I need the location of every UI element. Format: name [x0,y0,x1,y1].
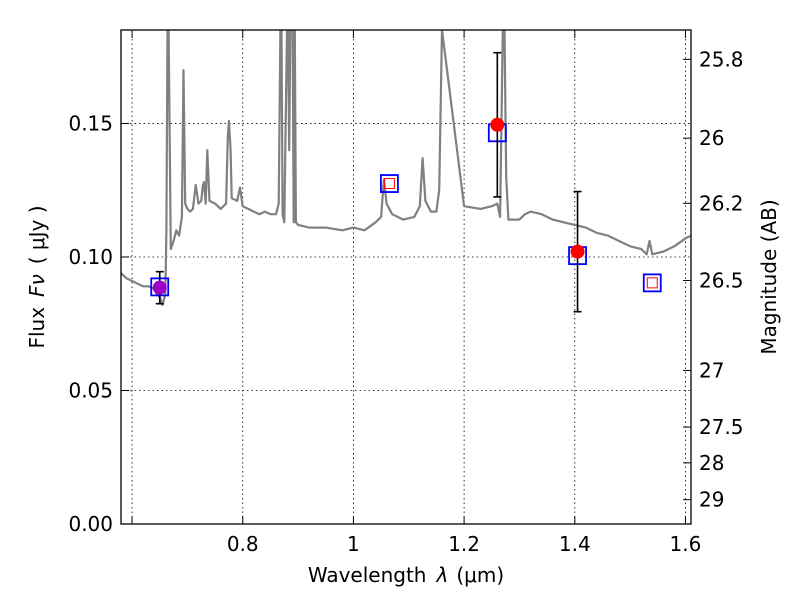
x-tick-label: 1 [347,532,360,556]
model-photometry-square [379,174,399,193]
observed-point [570,244,585,259]
tick-marks [121,30,691,525]
y-axis-title-unit: ( μJy ) [25,205,49,264]
observed-point [490,117,505,132]
x-tick-label: 0.8 [227,532,259,556]
y-tick-label: 0.15 [68,111,113,135]
model-photometry-square [642,273,662,293]
x-tick-label: 1.6 [670,532,702,556]
y-tick-label: 0.00 [68,512,113,536]
x-axis-title-symbol: λ [436,563,449,587]
observed-point [152,280,167,295]
x-tick-label: 1.4 [559,532,591,556]
y-axis-title: Flux Fν ( μJy ) [25,205,49,348]
x-axis-title: Wavelength λ (μm) [308,563,504,587]
y2-tick-label: 27.5 [699,415,744,439]
non-detection-square [646,277,658,289]
y2-tick-label: 25.8 [699,47,744,71]
x-axis-title-text: Wavelength [308,563,427,587]
y-axis-title-text: Flux [25,307,49,349]
y-tick-label: 0.05 [68,378,113,402]
x-axis-title-unit: (μm) [456,563,504,587]
y-axis-title-symbol: Fν [25,274,49,297]
y-tick-label: 0.10 [68,245,113,269]
y2-tick-label: 26.5 [699,268,744,292]
y2-tick-label: 29 [699,488,724,512]
plot-frame [120,29,692,525]
plot-background [121,30,691,524]
y2-tick-label: 27 [699,358,724,382]
y2-tick-label: 26.2 [699,191,744,215]
y2-axis-title: Magnitude (AB) [757,199,781,354]
y2-tick-label: 26 [699,126,724,150]
spectrum-line [121,30,691,307]
x-tick-label: 1.2 [448,532,480,556]
y2-tick-label: 28 [699,451,724,475]
series-layer [121,30,691,313]
non-detection-square [383,178,395,190]
